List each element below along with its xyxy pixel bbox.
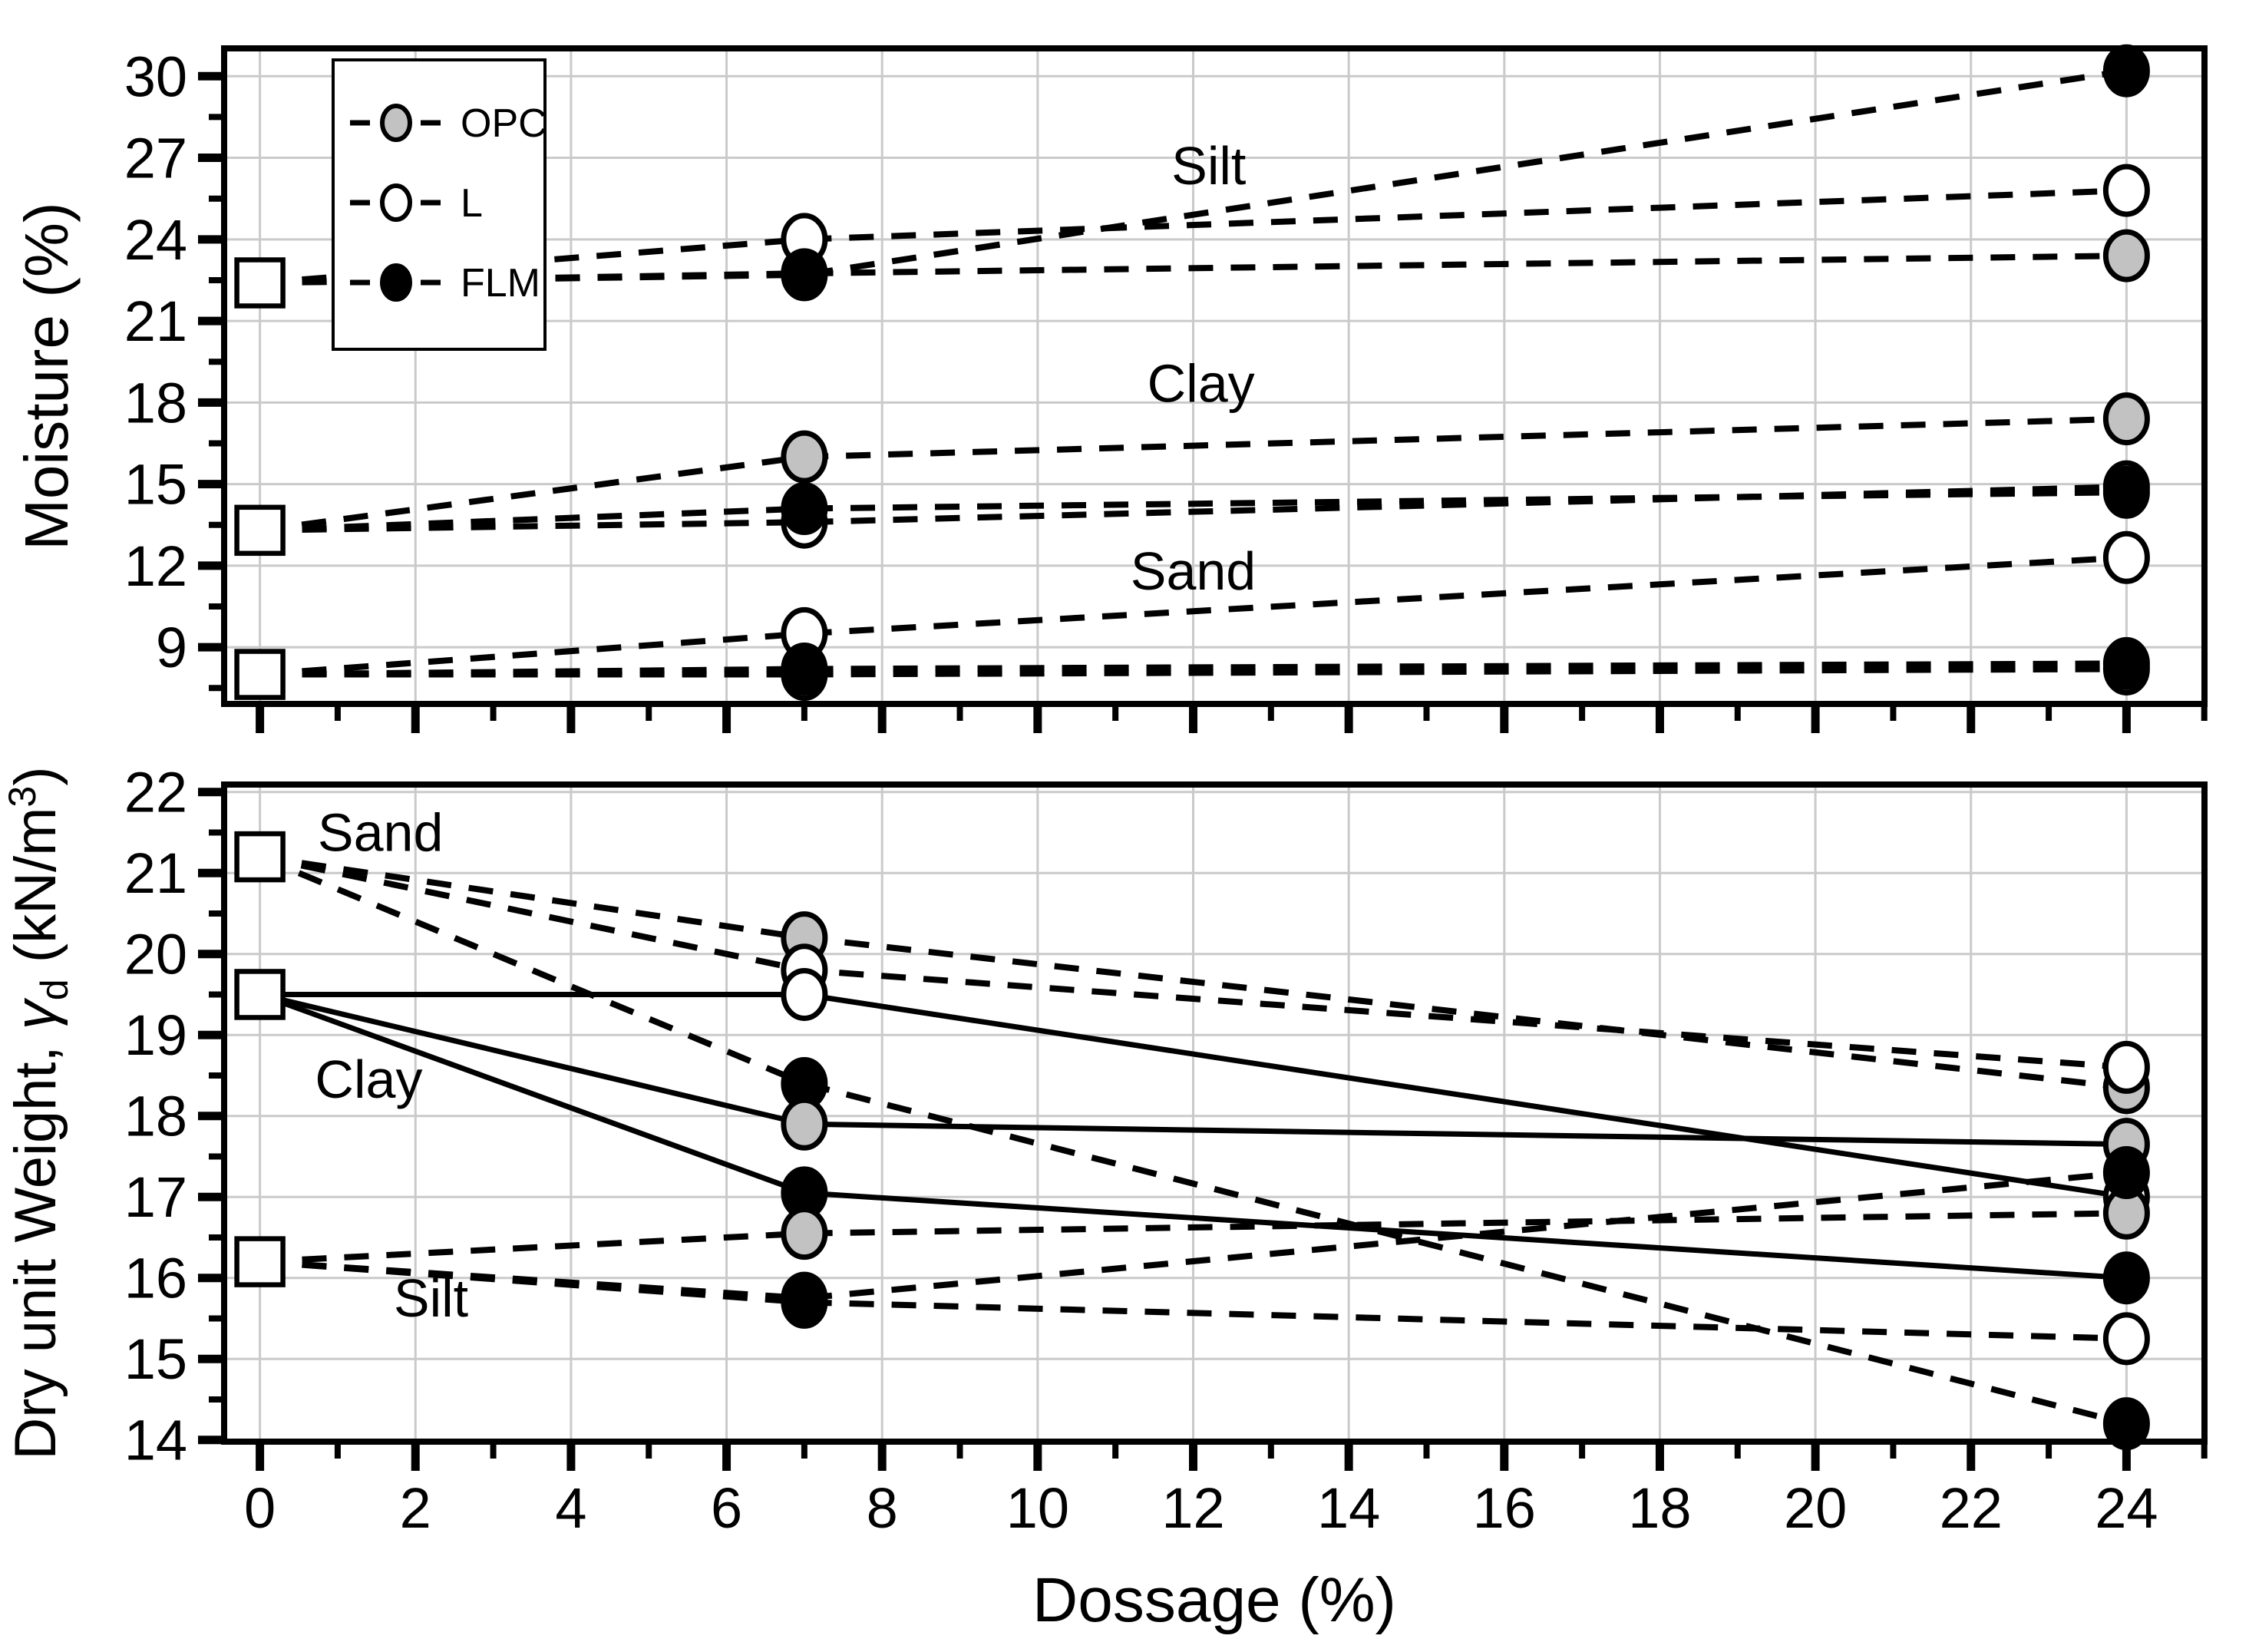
series-clay-flm-line bbox=[259, 489, 2127, 534]
marker-clay-opc-x24 bbox=[2102, 392, 2150, 446]
x-tick-label: 6 bbox=[711, 1476, 742, 1540]
y-tick-label: 19 bbox=[124, 1003, 187, 1067]
moisture-panel: 9 12 15 18 21 24 27 30 Silt Clay Sand Moisture (%) bbox=[12, 44, 2208, 733]
marker-silt-opc-x24 bbox=[2102, 229, 2150, 282]
legend-marker-flm-icon bbox=[380, 263, 412, 302]
annotation-moisture-clay: Clay bbox=[1148, 354, 1255, 414]
moisture-frame bbox=[221, 45, 2208, 707]
series-sand-l-line bbox=[259, 554, 2127, 678]
x-axis-title: Dossage (%) bbox=[1032, 1565, 1396, 1635]
marker-clay-flm-x24 bbox=[2102, 465, 2150, 519]
moisture-x-ticks bbox=[256, 704, 2208, 733]
y-tick-label: 14 bbox=[124, 1409, 187, 1472]
marker-silt-flm-x7 bbox=[781, 248, 828, 302]
initial-square-sand bbox=[234, 649, 286, 700]
y-tick-label: 22 bbox=[124, 761, 187, 824]
initial-square-silt bbox=[234, 1236, 286, 1287]
legend: OPC L FLM bbox=[332, 58, 547, 351]
x-tick-label: 14 bbox=[1317, 1476, 1380, 1540]
marker-silt-flm-x24 bbox=[2102, 44, 2150, 97]
legend-label: OPC bbox=[461, 101, 547, 146]
y-tick-label: 24 bbox=[124, 208, 187, 272]
x-tick-label: 24 bbox=[2095, 1476, 2158, 1540]
moisture-series-markers bbox=[781, 44, 2150, 702]
legend-marker-l-icon bbox=[380, 183, 412, 222]
marker-clay-l-x7 bbox=[781, 967, 828, 1021]
marker-silt-l-x24 bbox=[2102, 164, 2150, 217]
y-tick-label: 20 bbox=[124, 923, 187, 986]
initial-square-clay bbox=[234, 969, 286, 1020]
moisture-y-axis: 9 12 15 18 21 24 27 30 bbox=[124, 45, 224, 692]
annotation-dry_unit_weight-sand: Sand bbox=[318, 802, 443, 862]
y-tick-label: 15 bbox=[124, 453, 187, 517]
dry_unit_weight-x-ticks bbox=[256, 1442, 2208, 1471]
y-tick-label: 12 bbox=[124, 534, 187, 598]
marker-clay-opc-x7 bbox=[781, 1097, 828, 1151]
series-sand-flm-line bbox=[259, 854, 2128, 1427]
marker-silt-opc-x7 bbox=[781, 1207, 828, 1260]
marker-clay-opc-x7 bbox=[781, 430, 828, 484]
x-tick-label: 22 bbox=[1940, 1476, 2003, 1540]
x-tick-label: 4 bbox=[555, 1476, 586, 1540]
y-tick-label: 15 bbox=[124, 1327, 187, 1391]
y-tick-label: 27 bbox=[124, 127, 187, 190]
legend-marker-opc-icon bbox=[380, 104, 412, 142]
dry_unit_weight-grid bbox=[224, 785, 2204, 1442]
annotation-moisture-silt: Silt bbox=[1171, 136, 1246, 196]
y-tick-label: 30 bbox=[124, 45, 187, 108]
annotation-dry_unit_weight-clay: Clay bbox=[315, 1049, 422, 1109]
dry_unit_weight-frame bbox=[221, 781, 2208, 1445]
y-tick-label: 16 bbox=[124, 1247, 187, 1310]
y-tick-label: 9 bbox=[156, 616, 187, 679]
annotation-dry_unit_weight-silt: Silt bbox=[394, 1268, 468, 1328]
initial-square-silt bbox=[234, 257, 286, 309]
marker-clay-flm-x7 bbox=[781, 481, 828, 535]
moisture-axis-title: Moisture (%) bbox=[12, 202, 81, 550]
marker-sand-l-x24 bbox=[2102, 530, 2150, 584]
x-tick-label: 2 bbox=[400, 1476, 431, 1540]
marker-silt-flm-x7 bbox=[781, 1271, 828, 1325]
initial-square-sand bbox=[234, 831, 286, 883]
marker-silt-l-x24 bbox=[2102, 1312, 2150, 1366]
x-tick-label: 18 bbox=[1628, 1476, 1691, 1540]
y-tick-label: 21 bbox=[124, 841, 187, 905]
x-tick-label: 8 bbox=[867, 1476, 898, 1540]
series-silt-opc-line bbox=[259, 1210, 2127, 1265]
x-tick-label: 12 bbox=[1161, 1476, 1224, 1540]
legend-label: FLM bbox=[461, 261, 540, 306]
annotation-moisture-sand: Sand bbox=[1131, 541, 1256, 601]
marker-sand-flm-x24 bbox=[2102, 636, 2150, 690]
legend-label: L bbox=[461, 181, 483, 226]
marker-sand-l-x24 bbox=[2102, 1040, 2150, 1094]
moisture-grid bbox=[224, 48, 2204, 704]
marker-silt-flm-x24 bbox=[2102, 1146, 2150, 1200]
series-sand-flm-line bbox=[259, 660, 2127, 678]
y-tick-label: 17 bbox=[124, 1165, 187, 1229]
series-clay-l-line bbox=[259, 484, 2127, 534]
x-tick-label: 10 bbox=[1006, 1476, 1069, 1540]
x-tick-label: 16 bbox=[1473, 1476, 1536, 1540]
y-tick-label: 21 bbox=[124, 289, 187, 353]
series-silt-flm-line bbox=[259, 1169, 2127, 1302]
y-tick-label: 18 bbox=[124, 371, 187, 434]
dry_unit_weight-series-markers bbox=[781, 911, 2150, 1451]
dry_unit_weight-axis-title: Dry unit Weight, γd​ (kN/m3​) bbox=[1, 766, 76, 1459]
x-tick-label: 0 bbox=[244, 1476, 276, 1540]
dry_unit_weight-panel: 14 15 16 17 18 19 20 21 22 Sand Clay Silt Dry unit W… bbox=[1, 761, 2208, 1472]
x-tick-label: 20 bbox=[1784, 1476, 1847, 1540]
dry_unit_weight-y-axis: 14 15 16 17 18 19 20 21 22 bbox=[124, 761, 224, 1472]
moisture-initial-markers bbox=[234, 257, 286, 700]
marker-clay-flm-x24 bbox=[2102, 1251, 2150, 1305]
dry_unit_weight-initial-markers bbox=[234, 831, 286, 1287]
y-tick-label: 18 bbox=[124, 1085, 187, 1148]
initial-square-clay bbox=[234, 504, 286, 557]
marker-sand-flm-x7 bbox=[781, 642, 828, 695]
